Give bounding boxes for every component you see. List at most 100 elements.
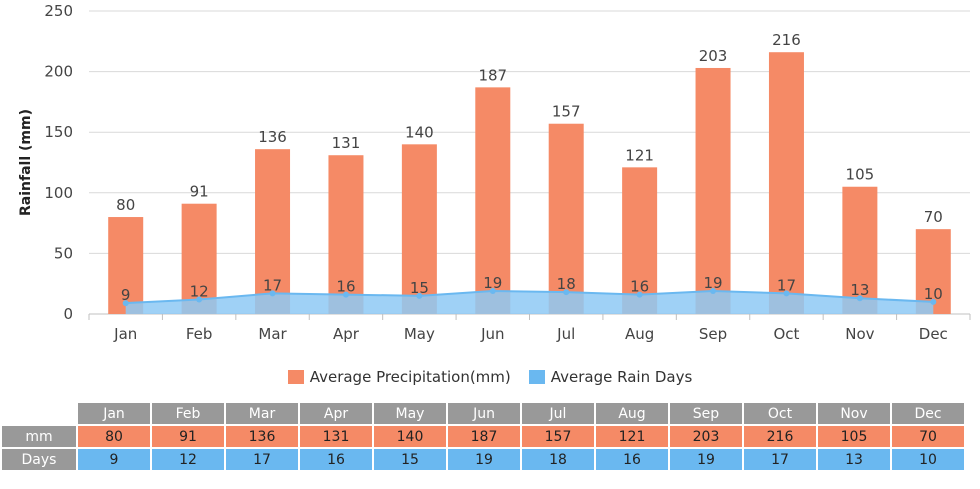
rain-days-value-label: 19 (483, 274, 502, 292)
rain-days-point (269, 290, 276, 297)
precipitation-value-label: 136 (258, 128, 287, 146)
table-cell-days: 17 (226, 449, 298, 470)
table-month-header: Mar (226, 403, 298, 424)
precipitation-bar (622, 167, 658, 314)
table-month-header: Aug (596, 403, 668, 424)
precipitation-bar (548, 123, 584, 314)
table-cell-days: 18 (522, 449, 594, 470)
table-cell-days: 10 (892, 449, 964, 470)
rain-days-value-label: 12 (190, 282, 209, 300)
x-tick-label: Jul (556, 325, 575, 343)
chart-legend: Average Precipitation(mm) Average Rain D… (0, 368, 980, 386)
y-tick-label: 250 (44, 2, 73, 20)
table-cell-mm: 105 (818, 426, 890, 447)
rain-days-point (636, 291, 643, 298)
rain-days-point (416, 292, 423, 299)
rain-days-point (342, 291, 349, 298)
table-month-header: Jul (522, 403, 594, 424)
rain-days-point (783, 290, 790, 297)
precipitation-value-label: 121 (625, 146, 654, 164)
table-month-header: Jan (78, 403, 150, 424)
rain-days-point (930, 298, 937, 305)
y-tick-label: 0 (63, 305, 73, 323)
rain-days-value-label: 19 (703, 274, 722, 292)
rain-days-point (489, 287, 496, 294)
x-tick-label: Jan (113, 325, 137, 343)
x-tick-label: Sep (699, 325, 727, 343)
precipitation-bar (328, 155, 364, 314)
table-month-header: Jun (448, 403, 520, 424)
rain-days-value-label: 15 (410, 279, 429, 297)
precipitation-value-label: 216 (772, 31, 801, 49)
table-cell-mm: 136 (226, 426, 298, 447)
legend-label-rain-days: Average Rain Days (550, 368, 693, 386)
precipitation-value-label: 157 (552, 103, 581, 121)
legend-item-rain-days[interactable]: Average Rain Days (528, 368, 693, 386)
rain-days-point (196, 296, 203, 303)
table-cell-mm: 157 (522, 426, 594, 447)
rain-days-value-label: 10 (924, 285, 943, 303)
table-cell-mm: 121 (596, 426, 668, 447)
precipitation-value-label: 91 (190, 183, 209, 201)
precipitation-bar (181, 203, 217, 314)
precipitation-value-label: 70 (924, 208, 943, 226)
precipitation-bar (475, 87, 511, 314)
x-tick-label: Mar (258, 325, 287, 343)
rain-days-value-label: 9 (121, 286, 131, 304)
rain-days-value-label: 17 (777, 276, 796, 294)
legend-swatch-precipitation (287, 370, 304, 384)
precipitation-value-label: 140 (405, 123, 434, 141)
table-cell-mm: 187 (448, 426, 520, 447)
table-cell-mm: 203 (670, 426, 742, 447)
row-head-mm: mm (2, 426, 76, 447)
precipitation-value-label: 105 (846, 166, 875, 184)
table-corner (2, 403, 76, 424)
table-cell-days: 19 (448, 449, 520, 470)
table-month-header: Sep (670, 403, 742, 424)
table-row-days: Days 9 12 17 16 15 19 18 16 19 17 13 10 (2, 449, 964, 470)
table-cell-mm: 80 (78, 426, 150, 447)
data-table: Jan Feb Mar Apr May Jun Jul Aug Sep Oct Nov Dec mm … (0, 401, 966, 472)
x-tick-label: Feb (186, 325, 213, 343)
table-month-header: Feb (152, 403, 224, 424)
rain-days-point (856, 295, 863, 302)
rain-days-area (122, 287, 937, 314)
precipitation-bar (255, 149, 291, 314)
precipitation-value-label: 131 (332, 134, 361, 152)
rainfall-chart: 80 91 136 131 140 187 157 121 203 216 105 70 9 12 17 16… (18, 2, 971, 343)
precipitation-bar (108, 217, 144, 314)
rain-days-value-label: 17 (263, 276, 282, 294)
x-tick-label: Nov (845, 325, 874, 343)
row-head-days: Days (2, 449, 76, 470)
table-month-header: Apr (300, 403, 372, 424)
rain-days-point (710, 287, 717, 294)
y-tick-label: 200 (44, 63, 73, 81)
x-tick-label: Apr (333, 325, 360, 343)
precipitation-bars (108, 52, 951, 315)
table-cell-days: 13 (818, 449, 890, 470)
legend-swatch-rain-days (528, 370, 545, 384)
x-tick-label: May (404, 325, 435, 343)
rain-days-value-label: 16 (336, 278, 355, 296)
table-month-header: May (374, 403, 446, 424)
x-tick-label: Aug (625, 325, 654, 343)
precipitation-bar (842, 186, 878, 314)
legend-item-precipitation[interactable]: Average Precipitation(mm) (287, 368, 511, 386)
axes: 0 50 100 150 200 250 Rainfall (mm) Jan Feb Mar Apr… (18, 2, 971, 343)
table-cell-mm: 216 (744, 426, 816, 447)
y-axis-title: Rainfall (mm) (18, 109, 34, 216)
rain-days-value-label: 16 (630, 278, 649, 296)
grid-lines (89, 10, 970, 315)
precipitation-bar (768, 52, 804, 314)
table-cell-days: 9 (78, 449, 150, 470)
table-month-header: Nov (818, 403, 890, 424)
y-tick-label: 50 (54, 244, 73, 262)
table-cell-mm: 70 (892, 426, 964, 447)
rain-days-area-fill (125, 290, 934, 314)
rain-days-value-label: 13 (850, 281, 869, 299)
x-tick-label: Dec (919, 325, 948, 343)
table-cell-days: 15 (374, 449, 446, 470)
x-tick-label: Oct (773, 325, 799, 343)
precipitation-bar (695, 67, 731, 315)
rain-days-line (125, 289, 934, 305)
